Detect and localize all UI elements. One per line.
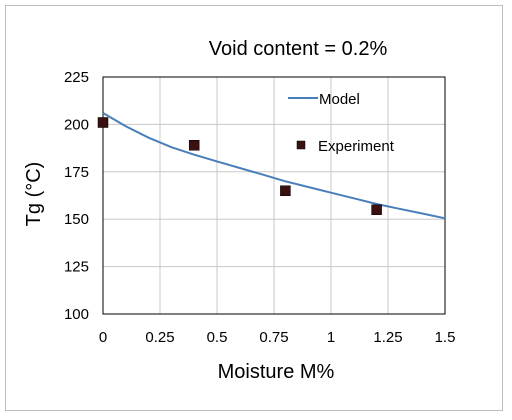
y-tick-label: 175 (64, 164, 89, 181)
experiment-point (371, 204, 382, 215)
x-tick-label: 0.75 (259, 329, 288, 346)
x-tick-label: 1.5 (435, 329, 456, 346)
grid-lines (102, 76, 446, 315)
experiment-point (97, 117, 109, 128)
legend: Model Experiment (288, 91, 395, 155)
experiment-point (280, 185, 291, 197)
y-tick-label: 150 (64, 211, 89, 228)
experiment-point (188, 140, 200, 151)
y-tick-labels: 100 125 150 175 200 225 (64, 69, 89, 323)
legend-experiment-swatch (296, 140, 306, 150)
x-tick-label: 1 (327, 329, 335, 346)
x-axis-label: Moisture M% (218, 361, 335, 383)
model-series-line (102, 112, 446, 220)
y-tick-label: 100 (64, 306, 89, 323)
y-axis-label: Tg (°C) (23, 162, 45, 227)
y-tick-label: 200 (64, 116, 89, 133)
x-tick-label: 0.5 (207, 329, 228, 346)
y-tick-label: 125 (64, 259, 89, 276)
chart-frame (5, 5, 503, 411)
x-tick-label: 1.25 (373, 329, 402, 346)
legend-model-label: Model (319, 91, 360, 108)
x-tick-label: 0.25 (145, 329, 174, 346)
x-tick-labels: 0 0.25 0.5 0.75 1 1.25 1.5 (99, 329, 456, 346)
legend-experiment-label: Experiment (318, 138, 395, 155)
y-tick-label: 225 (64, 69, 89, 86)
plot-area-border (102, 76, 446, 315)
chart-title: Void content = 0.2% (209, 38, 388, 60)
experiment-series-points (97, 117, 382, 215)
x-tick-label: 0 (99, 329, 107, 346)
